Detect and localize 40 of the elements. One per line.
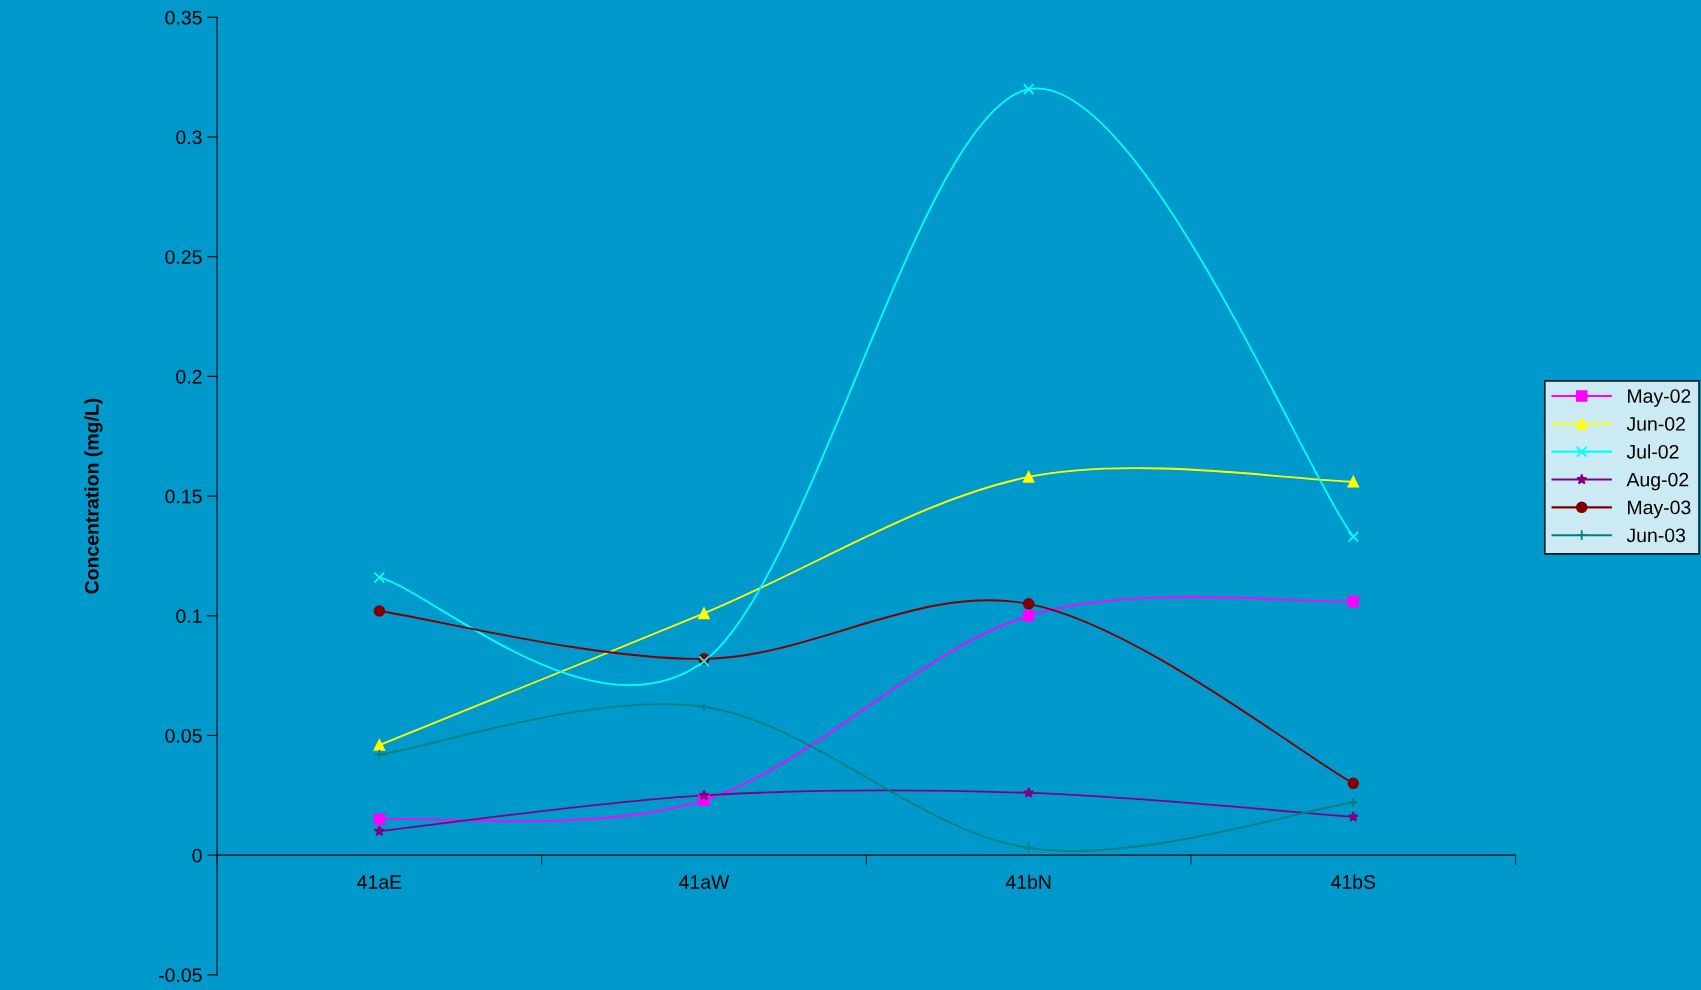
point bbox=[698, 607, 710, 620]
point bbox=[1022, 471, 1035, 483]
x-tick-label: 41aW bbox=[679, 875, 730, 889]
point bbox=[1347, 777, 1360, 790]
point bbox=[1347, 531, 1360, 543]
point bbox=[373, 825, 385, 837]
y-tick-label: 0.25 bbox=[165, 250, 202, 264]
y-tick-label: 0.15 bbox=[165, 489, 202, 504]
x-tick-label: 41bN bbox=[1005, 874, 1051, 889]
point bbox=[1347, 811, 1359, 822]
legend-label: Jul-02 bbox=[1626, 444, 1679, 459]
point bbox=[373, 813, 386, 826]
point bbox=[373, 571, 386, 584]
y-tick-label: 0.05 bbox=[165, 728, 202, 743]
point bbox=[1347, 475, 1360, 488]
y-tick-label: -0.05 bbox=[159, 968, 202, 983]
legend-label: Jun-03 bbox=[1626, 528, 1686, 543]
legend-label: May-03 bbox=[1628, 500, 1691, 519]
legend-label: Jun-02 bbox=[1626, 417, 1685, 431]
x-tick-label: 41aE bbox=[357, 875, 402, 889]
y-tick-label: 0 bbox=[192, 848, 202, 863]
point bbox=[373, 748, 386, 761]
point bbox=[1347, 796, 1360, 809]
y-tick-label: 0.1 bbox=[176, 609, 202, 624]
y-tick-label: 0.35 bbox=[165, 10, 202, 25]
point bbox=[373, 605, 386, 617]
point bbox=[1022, 610, 1035, 622]
point bbox=[1022, 83, 1035, 95]
y-tick-label: 0.3 bbox=[176, 130, 202, 145]
point bbox=[698, 789, 710, 801]
point bbox=[1022, 598, 1035, 610]
point bbox=[1023, 787, 1035, 798]
y-axis-title: Concentration (mg/L) bbox=[84, 398, 103, 594]
point bbox=[1347, 595, 1360, 608]
point bbox=[1022, 842, 1035, 854]
y-tick-label: 0.2 bbox=[176, 369, 202, 384]
legend-label: May-02 bbox=[1628, 389, 1691, 407]
point bbox=[373, 739, 386, 751]
x-tick-label: 41bS bbox=[1331, 874, 1376, 889]
legend-label: Aug-02 bbox=[1626, 472, 1689, 491]
